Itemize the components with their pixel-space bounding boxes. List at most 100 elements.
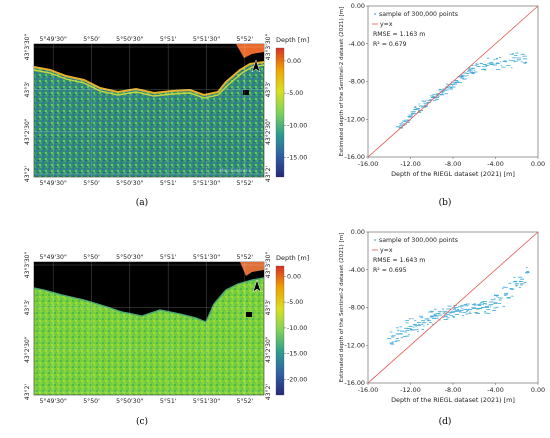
panel-d-scatter: -16.00 -12.00 -8.00 -4.00 0.00 0.00 -4.00 -8.00… [339,228,545,427]
x-tick-label: -12.00 [400,386,421,394]
x-axis-label: Depth of the RIEGL dataset (2021) [m] [391,396,515,404]
scatter-plot: -16.00 -12.00 -8.00 -4.00 0.00 0.00 -4.00 -8.00… [339,228,545,404]
graticule [34,44,264,177]
longitude-tick-label-bottom: 5°51'30" [193,179,220,187]
x-tick-label: -16.00 [358,386,379,394]
y-tick-label: 0.00 [351,2,365,10]
x-tick-label: 0.00 [531,160,545,168]
colorbar: Depth [m] 0.00 -5.00 -10.00 -15.00 [275,36,309,178]
latitude-tick-label-left: 43°2' [24,384,31,400]
colorbar-tick-label: 0.00 [287,58,301,65]
r2-annotation: R² = 0.695 [373,267,407,274]
rmse-annotation: RMSE = 1.643 m [373,257,425,264]
colorbar-tick-label: -5.00 [287,299,303,306]
panel-c-map: 5°49'30" 5°49'30" 5°50' 5°50' 5°50'30" 5°50'3… [24,252,309,427]
y-axis-label: Estimated depth of the Sentinel-2 datase… [339,7,345,157]
north-arrow-icon [252,279,262,293]
colorbar: Depth [m] 0.00 -5.00 -10.00 -15.00 -20.00 [275,254,309,396]
colorbar-bar [275,265,285,396]
latitude-tick-label-left: 43°2'30" [24,118,31,145]
longitude-tick-label-top: 5°50'30" [116,253,143,261]
longitude-tick-label-bottom: 5°49'30" [40,179,67,187]
identity-line [367,5,539,158]
y-tick-label: -8.00 [348,304,365,312]
r2-annotation: R² = 0.679 [373,41,407,48]
panel-label: (b) [439,197,452,208]
colorbar-title: Depth [m] [276,36,309,44]
coastal-orange-patch [240,262,264,276]
islet [246,312,252,317]
y-tick-label: -12.00 [344,341,365,349]
colorbar-tick-label: -5.00 [287,90,303,97]
x-tick-label: 0.00 [531,386,545,394]
colorbar-tick-label: -10.00 [287,325,307,332]
x-tick-label: -8.00 [445,160,462,168]
legend-label: sample of 300,000 points [379,237,458,244]
colorbar-tick-label: -20.00 [287,377,307,384]
colorbar-tick-label: -15.00 [287,155,307,162]
longitude-tick-label-top: 5°50' [83,35,100,43]
panel-label: (a) [136,197,148,208]
legend-label: sample of 300,000 points [379,11,458,18]
panel-b-scatter: -16.00 -12.00 -8.00 -4.00 0.00 0.00 -4.00 -8.00… [339,2,545,208]
x-tick-label: -4.00 [487,386,504,394]
longitude-tick-label-bottom: 5°50' [83,179,100,187]
y-tick-label: 0.00 [351,228,365,236]
colorbar-tick-label: -10.00 [287,122,307,129]
latitude-tick-label-left: 43°2' [24,166,31,182]
legend-label: y=x [380,247,393,254]
latitude-tick-labels: 43°3'30" 43°3'30" 43°3' 43°3' 43°2'30" 43°2'3… [24,34,272,183]
longitude-tick-label-bottom: 5°50'30" [116,179,143,187]
longitude-tick-label-top: 5°51' [160,35,177,43]
x-tick-label: -12.00 [400,160,421,168]
longitude-tick-label-bottom: 5°52' [237,179,254,187]
longitude-tick-label-bottom: 5°52' [237,397,254,405]
longitude-tick-label-top: 5°50' [83,253,100,261]
latitude-tick-label-right: 43°2'30" [265,336,272,363]
y-axis-label: Estimated depth of the Sentinel-2 datase… [339,233,345,383]
latitude-tick-label-right: 43°3' [265,299,272,315]
shallow-coast-band [33,61,265,97]
shallow-coast-band-inner [33,64,265,99]
longitude-tick-label-top: 5°49'30" [40,253,67,261]
longitude-tick-label-top: 5°51' [160,253,177,261]
map-attribution: Map: Sentinel-2 [220,168,252,173]
longitude-tick-label-top: 5°49'30" [40,35,67,43]
y-tick-label: -16.00 [344,379,365,387]
latitude-tick-label-right: 43°2' [265,384,272,400]
identity-line [367,231,539,384]
y-tick-label: -8.00 [348,78,365,86]
x-tick-label: -8.00 [445,386,462,394]
latitude-tick-label-left: 43°3'30" [24,34,31,61]
latitude-tick-label-right: 43°2' [265,166,272,182]
latitude-tick-label-right: 43°3'30" [265,34,272,61]
longitude-tick-labels: 5°49'30" 5°49'30" 5°50' 5°50' 5°50'30" 5°50'3… [40,35,254,187]
y-tick-label: -4.00 [348,40,365,48]
longitude-tick-label-bottom: 5°51' [160,397,177,405]
colorbar-title: Depth [m] [276,254,309,262]
longitude-tick-label-top: 5°52' [237,35,254,43]
latitude-tick-label-left: 43°2'30" [24,336,31,363]
longitude-tick-label-bottom: 5°51' [160,179,177,187]
x-axis-label: Depth of the RIEGL dataset (2021) [m] [391,170,515,178]
longitude-tick-label-bottom: 5°50' [83,397,100,405]
panel-label: (d) [439,416,452,427]
y-tick-label: -12.00 [344,115,365,123]
longitude-tick-label-top: 5°51'30" [193,253,220,261]
colorbar-tick-label: 0.00 [287,273,301,280]
longitude-tick-label-bottom: 5°51'30" [193,397,220,405]
data-points [387,267,530,345]
longitude-tick-label-top: 5°50'30" [116,35,143,43]
longitude-tick-label-bottom: 5°50'30" [116,397,143,405]
x-tick-label: -4.00 [487,160,504,168]
latitude-tick-label-left: 43°3' [24,299,31,315]
y-tick-label: -16.00 [344,153,365,161]
colorbar-tick-label: -15.00 [287,351,307,358]
x-tick-label: -16.00 [358,160,379,168]
colorbar-bar [275,47,285,178]
scatter-plot: -16.00 -12.00 -8.00 -4.00 0.00 0.00 -4.00 -8.00… [339,2,545,178]
longitude-tick-label-top: 5°52' [237,253,254,261]
legend-label: y=x [380,21,393,28]
y-tick-label: -4.00 [348,266,365,274]
legend: sample of 300,000 points y=x RMSE = 1.643 … [372,237,458,274]
